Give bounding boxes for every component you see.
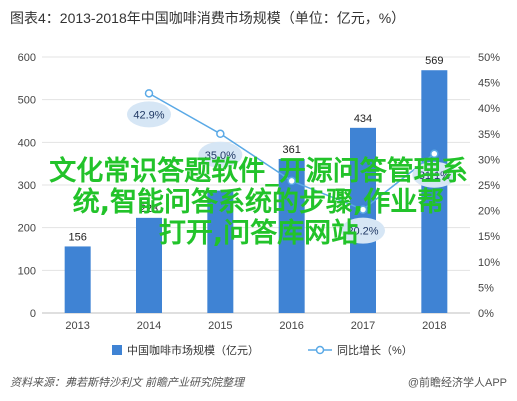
chart-title: 图表4：2013-2018年中国咖啡消费市场规模（单位：亿元，%） [10, 10, 406, 26]
line-point [287, 176, 296, 186]
bar [64, 246, 91, 313]
right-tick-label: 25% [478, 180, 500, 192]
line-point [216, 129, 225, 139]
line-data-label: 31.1% [419, 170, 450, 182]
brand-credit: @前瞻经济学人APP [407, 377, 507, 389]
bar [207, 190, 234, 313]
bar-data-label: 223 [140, 203, 158, 215]
line-label-bubble [127, 101, 171, 128]
left-tick-label: 100 [18, 265, 36, 277]
x-axis: 2013 2014 2015 2016 2017 2018 [65, 320, 446, 332]
line-label-bubble [412, 161, 457, 188]
bar-data-label: 434 [354, 113, 372, 125]
right-axis: 0% 5% 10% 15% 20% 25% 30% 35% 40% 45% 50% [478, 52, 500, 320]
right-tick-label: 30% [478, 154, 500, 166]
line-data-label: 42.9% [133, 109, 164, 121]
source-note: 资料来源：弗若斯特沙利文 前瞻产业研究院整理 [10, 377, 245, 389]
right-tick-label: 0% [478, 308, 494, 320]
left-tick-label: 400 [18, 137, 36, 149]
x-tick-label: 2017 [351, 320, 375, 332]
line-label-bubble [341, 217, 385, 244]
bar [136, 217, 162, 313]
bar-series [64, 70, 448, 314]
left-axis: 0 100 200 300 400 500 600 [18, 52, 36, 320]
legend-bar-swatch [112, 345, 122, 355]
right-tick-label: 5% [478, 282, 494, 294]
bar-data-label: 361 [282, 144, 300, 156]
grid-lines [42, 56, 470, 314]
bar-data-label: 156 [68, 231, 86, 243]
line-series: 42.9% 35.0% 20.2% 31.1% [127, 89, 457, 244]
x-tick-label: 2014 [137, 320, 161, 332]
line-data-label: 20.2% [347, 226, 378, 238]
right-tick-label: 45% [478, 78, 500, 90]
overlay-watermark-text: 文化常识答题软件_开源问答管理系 统,智能问答系统的步骤,作业帮 打开,问答库网… [0, 156, 517, 249]
bar-labels: 156 223 361 434 569 [68, 55, 443, 243]
right-tick-label: 35% [478, 129, 500, 141]
right-tick-label: 10% [478, 257, 500, 269]
left-tick-label: 300 [18, 180, 36, 192]
overlay-line: 文化常识答题软件_开源问答管理系 [49, 156, 468, 187]
right-tick-label: 50% [478, 52, 500, 64]
line-data-label: 35.0% [205, 150, 236, 162]
overlay-line: 打开,问答库网站 [158, 218, 359, 249]
x-tick-label: 2018 [422, 320, 446, 332]
x-tick-label: 2016 [279, 320, 303, 332]
right-tick-label: 40% [478, 103, 500, 115]
left-tick-label: 200 [18, 223, 36, 235]
line-point [144, 89, 154, 98]
right-tick-label: 15% [478, 231, 500, 243]
legend-line-marker [315, 345, 325, 355]
overlay-line: 统,智能问答系统的步骤,作业帮 [72, 187, 445, 218]
legend: 中国咖啡市场规模（亿元） 同比增长（%） [112, 343, 413, 357]
left-tick-label: 500 [18, 95, 36, 107]
legend-bar-label: 中国咖啡市场规模（亿元） [127, 343, 259, 357]
bar-data-label: 569 [425, 55, 443, 67]
line-label-bubble [198, 141, 243, 168]
x-tick-label: 2013 [65, 320, 89, 332]
bar [421, 70, 448, 313]
legend-line-label: 同比增长（%） [337, 343, 413, 357]
line-point [358, 205, 368, 214]
x-tick-label: 2015 [208, 320, 232, 332]
line-point [430, 149, 439, 159]
right-tick-label: 20% [478, 206, 500, 218]
left-tick-label: 600 [18, 52, 36, 64]
left-tick-label: 0 [30, 308, 36, 320]
